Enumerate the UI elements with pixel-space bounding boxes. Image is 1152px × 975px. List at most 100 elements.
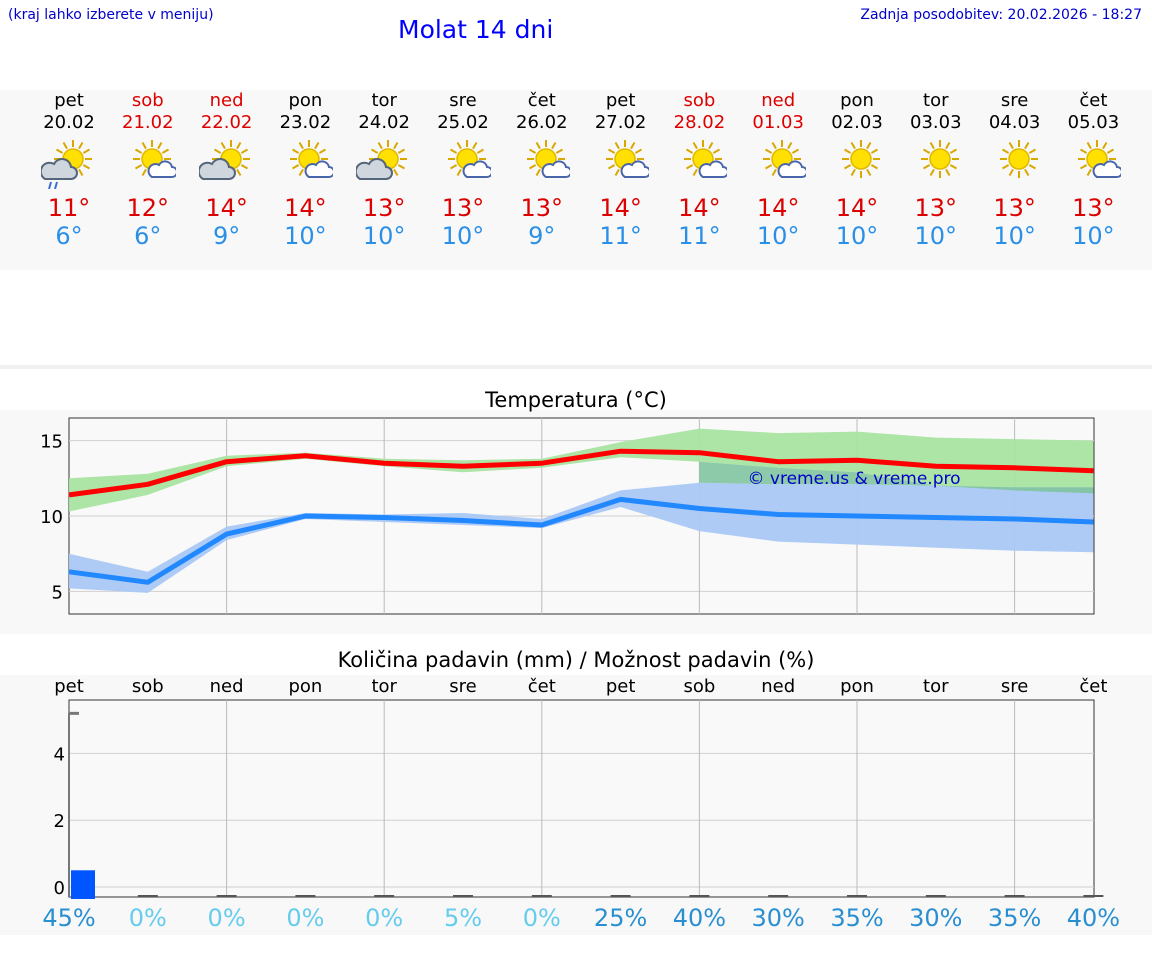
max-temp: 14°: [284, 194, 327, 222]
max-temp: 13°: [914, 194, 958, 222]
day-column: sob 28.02 14° 11°: [654, 90, 744, 250]
day-date: 22.02: [200, 112, 253, 133]
precip-day-label: sob: [131, 676, 164, 697]
precip-bar: [610, 895, 631, 897]
precip-chance: 30%: [751, 904, 805, 932]
y-tick-label: 2: [54, 811, 65, 832]
sun-cloud-icon: [733, 134, 823, 194]
y-tick-label: 4: [54, 744, 65, 765]
day-name: čet: [1079, 90, 1108, 111]
min-temp: 9°: [212, 222, 241, 250]
precip-bar: [1004, 895, 1025, 897]
day-column: pon 02.03 14° 10°: [812, 90, 902, 250]
day-column: pon 23.02 14° 10°: [260, 90, 350, 250]
precip-bar: [689, 895, 710, 897]
day-column: ned 22.02 14° 9°: [182, 90, 272, 250]
day-column: sre 04.03 13° 10°: [970, 90, 1060, 250]
min-range-band: [69, 482, 1094, 593]
min-temp: 11°: [599, 222, 642, 250]
precip-day-label: pon: [288, 676, 323, 697]
precip-chance: 30%: [909, 904, 963, 932]
min-temp: 10°: [1072, 222, 1115, 250]
min-temp: 9°: [528, 222, 556, 250]
min-temp: 10°: [914, 222, 958, 250]
day-date: 02.03: [831, 112, 883, 133]
max-range-band: [69, 428, 1094, 512]
day-name: čet: [527, 90, 556, 111]
max-temp: 13°: [520, 194, 564, 222]
precip-day-label: sre: [1000, 676, 1029, 697]
day-date: 04.03: [988, 112, 1041, 133]
rain-partly-cloudy-icon: [24, 134, 114, 194]
day-date: 24.02: [358, 112, 410, 133]
daily-forecast-band: [0, 90, 1152, 270]
day-name: ned: [209, 90, 244, 111]
precip-bar: [925, 895, 946, 897]
precip-chance: 0%: [522, 904, 561, 932]
y-tick-label: 0: [54, 878, 65, 899]
precip-chance: 0%: [286, 904, 325, 932]
day-name: tor: [923, 90, 949, 111]
precipitation-plot-area: [68, 699, 1095, 898]
min-temp: 6°: [55, 222, 83, 250]
day-date: 28.02: [673, 112, 726, 133]
min-temp: 10°: [756, 222, 800, 250]
precip-day-label: sob: [683, 676, 716, 697]
max-temp: 13°: [1072, 194, 1115, 222]
day-column: pet 20.02 11° 6°: [24, 90, 114, 250]
precip-bar: [531, 895, 552, 897]
precip-bar: [295, 895, 316, 897]
min-temp: 10°: [362, 222, 406, 250]
day-date: 23.02: [279, 112, 332, 133]
day-date: 05.03: [1067, 112, 1120, 133]
max-temp: 13°: [362, 194, 406, 222]
precip-bar: [1083, 895, 1104, 897]
day-date: 25.02: [437, 112, 489, 133]
precip-chance: 5%: [443, 904, 483, 932]
day-name: pon: [840, 90, 874, 111]
day-name: pet: [605, 90, 636, 111]
precip-day-label: čet: [527, 676, 556, 697]
max-temp: 14°: [205, 194, 248, 222]
page-title: Molat 14 dni: [398, 15, 554, 44]
day-name: ned: [761, 90, 796, 111]
max-temp: 13°: [993, 194, 1036, 222]
min-temp: 10°: [284, 222, 327, 250]
last-updated: Zadnja posodobitev: 20.02.2026 - 18:27: [860, 7, 1142, 23]
day-column: čet 26.02 13° 9°: [497, 90, 587, 250]
y-tick-label: 15: [40, 432, 63, 453]
day-date: 01.03: [752, 112, 804, 133]
day-name: sob: [683, 90, 716, 111]
y-tick-label: 10: [40, 507, 63, 528]
watermark: © vreme.us & vreme.pro: [747, 469, 960, 489]
day-name: pon: [288, 90, 323, 111]
day-date: 26.02: [516, 112, 568, 133]
precip-day-label: tor: [923, 676, 949, 697]
partly-cloudy-icon: [182, 134, 272, 194]
y-tick-label: 5: [52, 582, 63, 603]
partly-cloudy-icon: [339, 134, 429, 194]
precip-bar: [453, 895, 473, 897]
sun-icon: [812, 134, 902, 194]
precip-day-label: pet: [605, 676, 636, 697]
day-name: sre: [449, 90, 477, 111]
day-column: ned 01.03 14° 10°: [733, 90, 823, 250]
precip-chance: 0%: [207, 904, 246, 932]
sun-cloud-icon: [654, 134, 744, 194]
precip-bar: [71, 870, 95, 899]
sun-cloud-icon: [103, 134, 193, 194]
precip-day-label: čet: [1079, 676, 1108, 697]
max-temp: 14°: [835, 194, 879, 222]
precip-chance: 25%: [593, 904, 648, 932]
day-name: sob: [131, 90, 164, 111]
max-temp: 14°: [599, 194, 642, 222]
sun-cloud-icon: [418, 134, 508, 194]
day-column: tor 24.02 13° 10°: [339, 90, 429, 250]
min-temp: 10°: [835, 222, 879, 250]
max-temp: 14°: [756, 194, 800, 222]
min-temp: 10°: [441, 222, 485, 250]
precip-chance: 0%: [128, 904, 167, 932]
day-column: pet 27.02 14° 11°: [576, 90, 666, 250]
max-temp: 13°: [441, 194, 485, 222]
